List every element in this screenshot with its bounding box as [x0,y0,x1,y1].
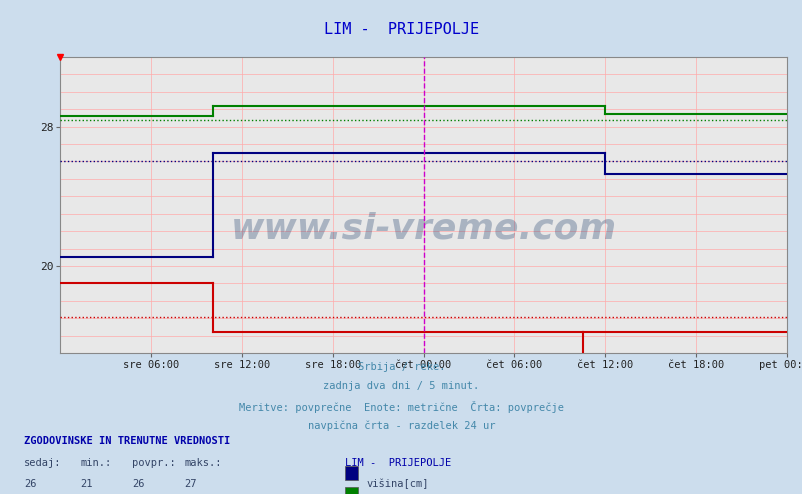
Text: zadnja dva dni / 5 minut.: zadnja dva dni / 5 minut. [323,381,479,391]
Text: 26: 26 [132,479,145,489]
Text: Meritve: povprečne  Enote: metrične  Črta: povprečje: Meritve: povprečne Enote: metrične Črta:… [239,401,563,413]
Text: 26: 26 [24,479,37,489]
Text: 21: 21 [80,479,93,489]
Text: LIM -  PRIJEPOLJE: LIM - PRIJEPOLJE [323,22,479,37]
Text: www.si-vreme.com: www.si-vreme.com [230,212,616,246]
Text: Srbija / reke.: Srbija / reke. [358,362,444,371]
Text: 27: 27 [184,479,197,489]
Text: povpr.:: povpr.: [132,458,176,468]
Text: ZGODOVINSKE IN TRENUTNE VREDNOSTI: ZGODOVINSKE IN TRENUTNE VREDNOSTI [24,436,230,446]
Text: sedaj:: sedaj: [24,458,62,468]
Text: višina[cm]: višina[cm] [366,479,428,489]
Text: maks.:: maks.: [184,458,222,468]
Text: navpična črta - razdelek 24 ur: navpična črta - razdelek 24 ur [307,421,495,431]
Text: min.:: min.: [80,458,111,468]
Text: LIM -  PRIJEPOLJE: LIM - PRIJEPOLJE [345,458,451,468]
